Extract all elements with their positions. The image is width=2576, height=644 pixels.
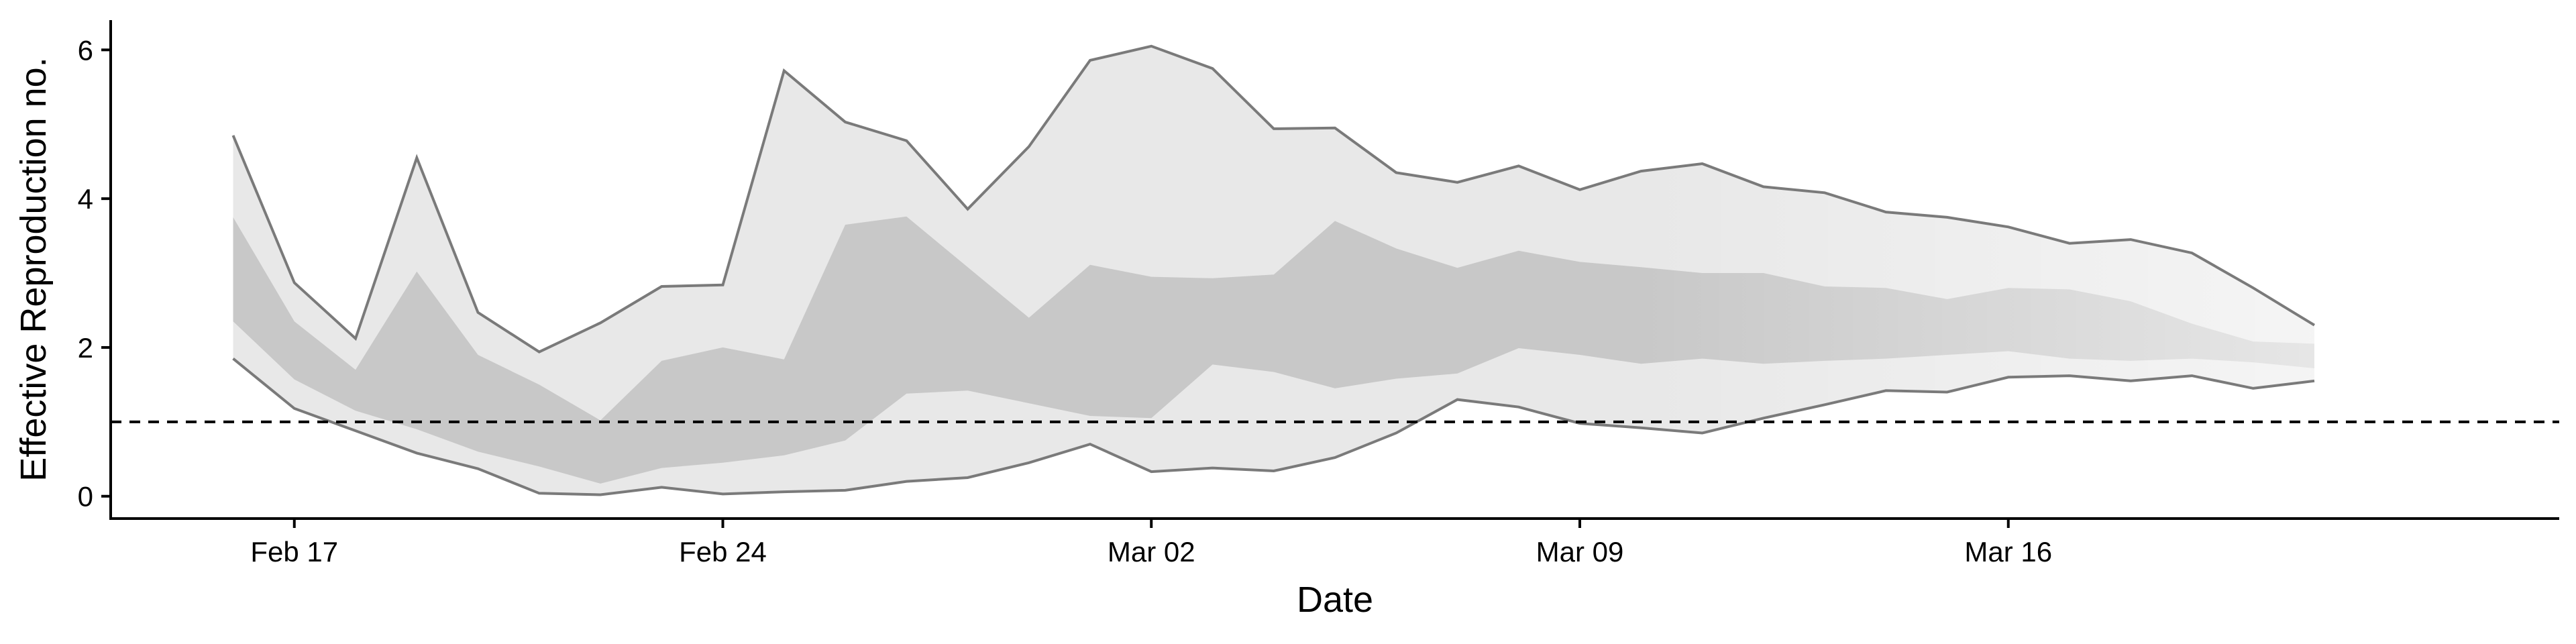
outer-upper-line (231, 44, 2316, 354)
bound-lines-layer (231, 44, 2316, 496)
x-ticks: Feb 17 Feb 24 Mar 02 Mar 09 Mar 16 (250, 519, 2052, 568)
x-axis-title: Date (1297, 580, 1373, 620)
y-ticks: 0 2 4 6 (78, 34, 111, 513)
outer-lower-line (232, 358, 2315, 496)
x-tick-label: Mar 16 (1964, 536, 2052, 568)
x-tick-label: Mar 09 (1536, 536, 1624, 568)
x-tick-label: Mar 02 (1108, 536, 1195, 568)
y-tick-label: 2 (78, 332, 93, 364)
x-tick-label: Feb 17 (250, 536, 338, 568)
y-tick-label: 6 (78, 34, 93, 66)
axes (109, 20, 2559, 520)
bands-layer (233, 20, 2316, 519)
fade-overlay (1641, 20, 2316, 519)
y-tick-label: 0 (78, 481, 93, 513)
x-tick-label: Feb 24 (679, 536, 767, 568)
y-tick-label: 4 (78, 183, 93, 215)
y-axis-title: Effective Reproduction no. (13, 57, 54, 481)
